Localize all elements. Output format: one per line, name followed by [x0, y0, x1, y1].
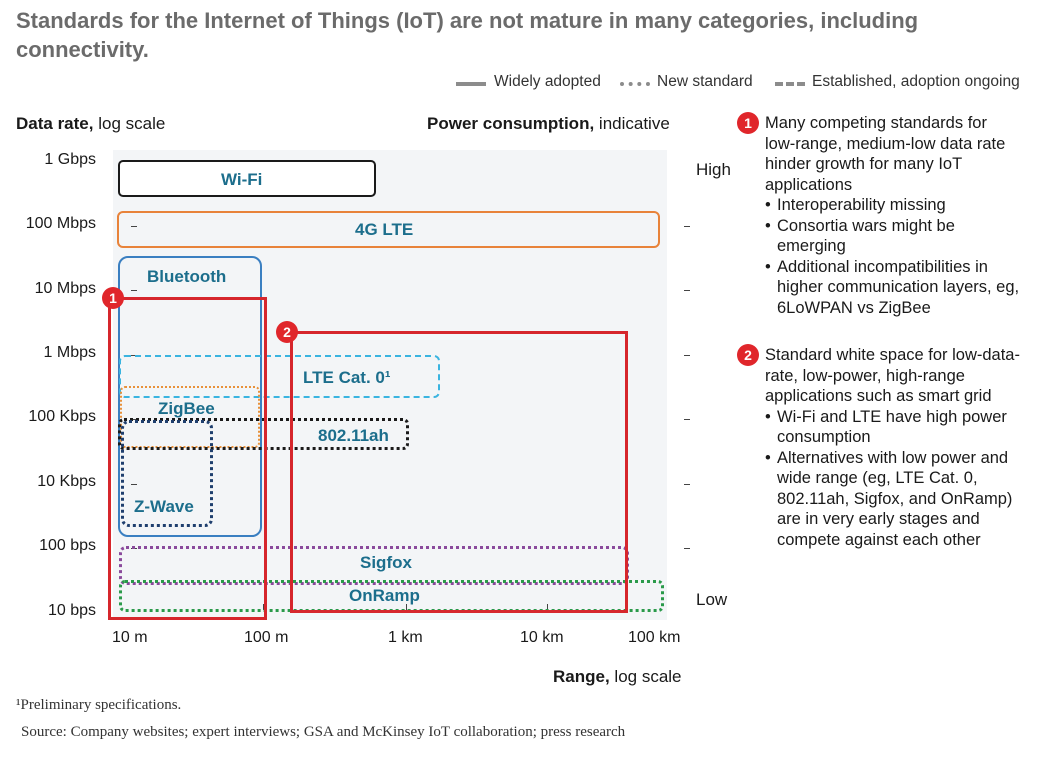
y-tick-mark	[684, 226, 690, 227]
standard-label-4g-lte: 4G LTE	[355, 220, 414, 239]
x-tick-label: 10 km	[520, 629, 564, 646]
legend-label: Established, adoption ongoing	[812, 73, 1020, 90]
y-tick-mark	[131, 226, 137, 227]
standard-label-zigbee: ZigBee	[158, 399, 215, 418]
x-axis-title: Range, log scale	[553, 667, 682, 686]
y-tick-label: 10 Mbps	[34, 280, 96, 297]
source-note: Source: Company websites; expert intervi…	[21, 724, 626, 740]
x-tick-label: 100 m	[244, 629, 289, 646]
note-badge-2: 2	[737, 344, 759, 366]
footnote: ¹Preliminary specifications.	[16, 697, 182, 713]
standard-label-zwave: Z-Wave	[134, 497, 194, 516]
power-axis-title: Power consumption, indicative	[427, 114, 670, 133]
note-badge-1: 1	[737, 112, 759, 134]
x-tick-label: 10 m	[112, 629, 148, 646]
y-tick-label: 100 Kbps	[28, 408, 96, 425]
y-tick-label: 10 bps	[47, 602, 96, 619]
standard-label-sigfox: Sigfox	[360, 553, 412, 572]
power-high-label: High	[696, 160, 731, 179]
standard-box-4g-lte	[117, 211, 660, 248]
x-tick-mark	[406, 604, 407, 610]
y-tick-label: 100 bps	[39, 537, 96, 554]
legend-label: New standard	[657, 73, 753, 90]
standard-box-lte-cat0	[119, 355, 440, 398]
y-tick-mark	[131, 484, 137, 485]
x-tick-mark	[547, 604, 548, 610]
standard-label-80211ah: 802.11ah	[318, 426, 389, 445]
y-tick-label: 1 Mbps	[43, 344, 96, 361]
standard-label-bluetooth: Bluetooth	[147, 267, 227, 286]
note-bullet: Interoperability missing	[765, 195, 1020, 216]
standard-label-wifi: Wi-Fi	[221, 170, 263, 189]
legend-label: Widely adopted	[494, 73, 601, 90]
highlight-badge-1: 1	[102, 287, 124, 309]
y-tick-mark	[684, 419, 690, 420]
y-tick-label: 1 Gbps	[44, 151, 96, 168]
plot-area	[113, 150, 667, 620]
note-1-bullets: Interoperability missing Consortia wars …	[765, 195, 1020, 318]
note-2: Standard white space for low-data-rate, …	[765, 345, 1020, 550]
x-tick-label: 100 km	[628, 629, 681, 646]
y-tick-mark	[684, 484, 690, 485]
standard-label-lte-cat0: LTE Cat. 0¹	[303, 368, 391, 387]
y-axis-title: Data rate, log scale	[16, 114, 166, 133]
x-tick-mark	[263, 604, 264, 610]
note-bullet: Alternatives with low power and wide ran…	[765, 448, 1020, 551]
highlight-badge-2: 2	[276, 321, 298, 343]
highlight-region-2	[290, 331, 628, 613]
y-tick-label: 100 Mbps	[25, 215, 96, 232]
note-1: Many competing standards for low-range, …	[765, 113, 1020, 318]
chart-title: Standards for the Internet of Things (Io…	[16, 8, 919, 62]
note-bullet: Consortia wars might be emerging	[765, 216, 1020, 257]
note-1-text: Many competing standards for low-range, …	[765, 114, 1006, 194]
standard-label-onramp: OnRamp	[349, 586, 420, 605]
highlight-region-1	[108, 297, 267, 620]
power-low-label: Low	[696, 590, 728, 609]
standard-box-wifi	[118, 160, 376, 197]
y-tick-label: 10 Kbps	[37, 473, 96, 490]
standard-box-80211ah	[118, 418, 409, 450]
y-tick-mark	[684, 355, 690, 356]
note-2-bullets: Wi-Fi and LTE have high power consumptio…	[765, 407, 1020, 551]
y-tick-mark	[131, 290, 137, 291]
standard-box-zwave	[121, 420, 213, 527]
note-bullet: Wi-Fi and LTE have high power consumptio…	[765, 407, 1020, 448]
legend-swatch-solid	[456, 82, 486, 86]
legend-swatch-dashed	[775, 82, 805, 86]
note-2-text: Standard white space for low-data-rate, …	[765, 346, 1020, 405]
y-tick-mark	[684, 290, 690, 291]
y-tick-mark	[684, 548, 690, 549]
note-bullet: Additional incompatibilities in higher c…	[765, 257, 1020, 319]
x-tick-label: 1 km	[388, 629, 423, 646]
legend-swatch-dotted	[620, 82, 650, 86]
